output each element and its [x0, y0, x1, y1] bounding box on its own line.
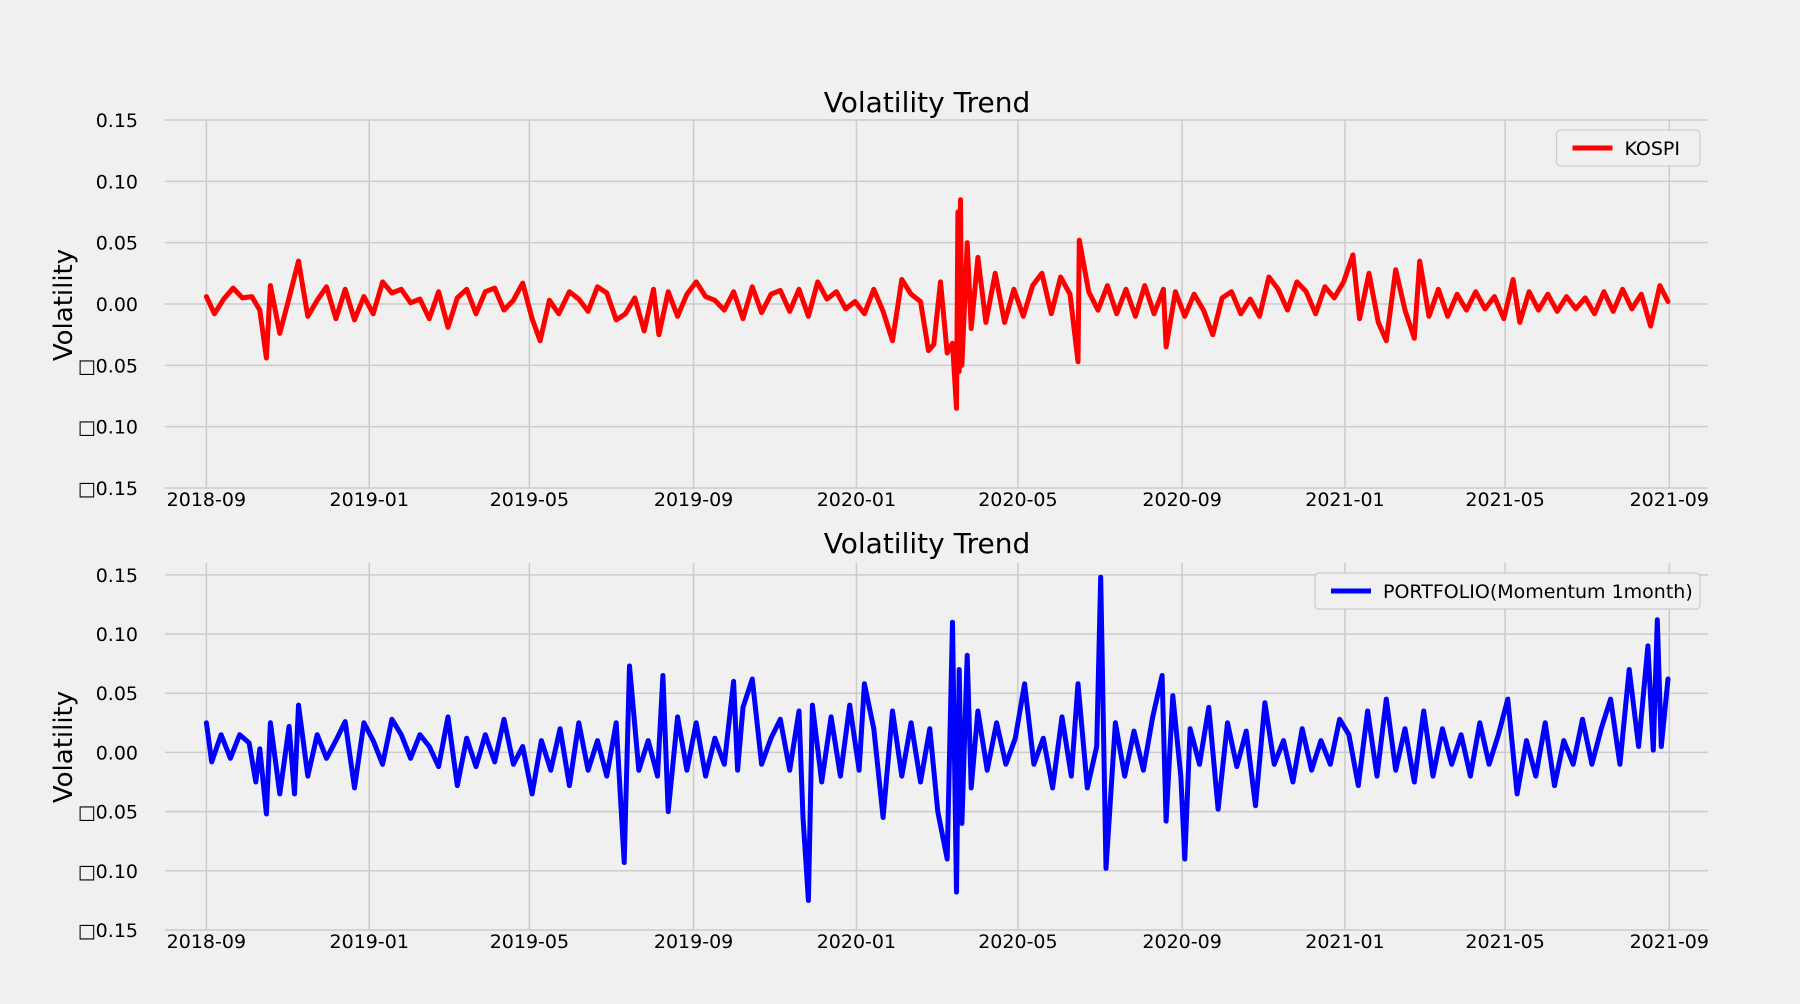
x-tick-label: 2020-01: [817, 931, 896, 953]
y-tick-label: 0.05: [96, 683, 138, 705]
x-tick-label: 2019-01: [330, 931, 409, 953]
x-tick-label: 2019-09: [654, 931, 733, 953]
panel-kospi: Volatility Trend Volatility 0.15 0.10 0.05…: [49, 86, 1709, 511]
tick-labels: 0.15 0.10 0.05 0.00 □0.05 □0.10 □0.15 2018-09 20…: [78, 565, 1709, 953]
x-tick-label: 2021-09: [1630, 489, 1709, 511]
y-tick-label: 0.05: [96, 233, 138, 255]
series-line-0: [203, 197, 1671, 411]
x-tick-label: 2018-09: [167, 931, 246, 953]
y-tick-label: 0.00: [96, 742, 138, 764]
tick-labels: 0.15 0.10 0.05 0.00 □0.05 □0.10 □0.15 2018-09 20…: [78, 110, 1709, 511]
x-tick-label: 2019-09: [654, 489, 733, 511]
legend-box: [1314, 572, 1701, 610]
x-tick-label: 2020-01: [817, 489, 896, 511]
chart-title: Volatility Trend: [824, 527, 1030, 560]
y-tick-label: □0.15: [78, 478, 138, 500]
x-tick-label: 2020-05: [978, 931, 1057, 953]
x-tick-label: 2021-01: [1305, 489, 1384, 511]
x-tick-label: 2020-09: [1142, 931, 1221, 953]
y-tick-label: 0.10: [96, 171, 138, 193]
x-tick-label: 2019-05: [490, 931, 569, 953]
x-tick-label: 2021-09: [1630, 931, 1709, 953]
panel-portfolio: Volatility Trend Volatility 0.15 0.10 0.05…: [49, 527, 1709, 953]
y-axis-label: Volatility: [49, 249, 79, 361]
y-axis-label: Volatility: [49, 691, 79, 803]
legend: PORTFOLIO(Momentum 1month): [1314, 572, 1701, 610]
legend-label: PORTFOLIO(Momentum 1month): [1383, 581, 1693, 603]
y-tick-label: □0.10: [78, 861, 138, 883]
x-tick-label: 2020-09: [1142, 489, 1221, 511]
chart-title: Volatility Trend: [824, 86, 1030, 119]
x-tick-label: 2021-05: [1465, 931, 1544, 953]
y-tick-label: □0.05: [78, 355, 138, 377]
y-tick-label: 0.00: [96, 294, 138, 316]
y-tick-label: □0.15: [78, 920, 138, 942]
y-tick-label: 0.10: [96, 624, 138, 646]
series-line-0: [203, 574, 1671, 903]
x-tick-label: 2019-01: [330, 489, 409, 511]
x-tick-label: 2020-05: [978, 489, 1057, 511]
legend-box: [1555, 129, 1701, 167]
x-tick-label: 2018-09: [167, 489, 246, 511]
y-tick-label: □0.05: [78, 802, 138, 824]
legend: KOSPI: [1555, 129, 1701, 167]
x-tick-label: 2019-05: [490, 489, 569, 511]
x-tick-label: 2021-01: [1305, 931, 1384, 953]
y-tick-label: 0.15: [96, 110, 138, 132]
gridlines: [165, 563, 1708, 931]
legend-label: KOSPI: [1625, 138, 1681, 160]
y-tick-label: 0.15: [96, 565, 138, 587]
x-tick-label: 2021-05: [1465, 489, 1544, 511]
y-tick-label: □0.10: [78, 417, 138, 439]
